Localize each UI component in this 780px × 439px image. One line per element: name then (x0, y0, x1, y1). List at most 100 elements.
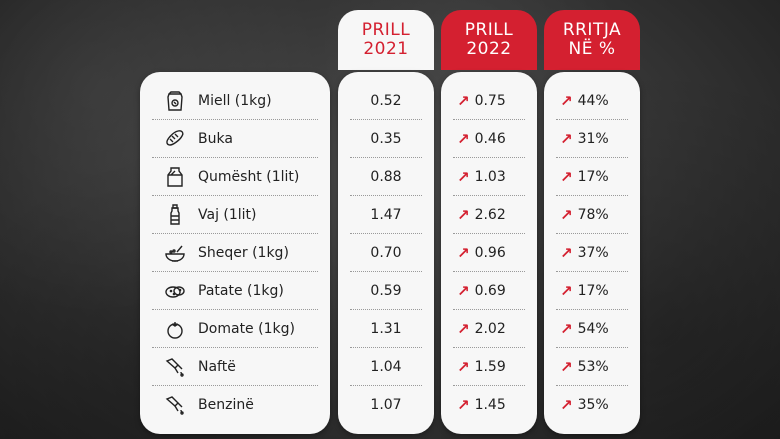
product-name: Vaj (1lit) (198, 207, 257, 223)
header-pct-line2: NË % (568, 39, 616, 59)
increase-percent-value: 44% (577, 93, 609, 109)
price-2022-value: 0.69 (474, 283, 506, 299)
price-2021: 1.47 (338, 196, 434, 234)
header-2022-line1: PRILL (464, 20, 514, 40)
increase-percent-value: 78% (577, 207, 609, 223)
milk-carton-icon (162, 164, 188, 190)
prices-2022-panel: ↗ 0.75 ↗ 0.46 ↗ 1.03 ↗ 2.62 ↗ 0.96 ↗ 0.69 ↗ 2.02 ↗ 1.59… (441, 72, 537, 434)
arrow-up-right-icon: ↗ (560, 396, 573, 414)
price-2021-value: 1.31 (370, 321, 402, 337)
fuel-nozzle-icon (162, 392, 188, 418)
increase-percent: ↗ 37% (544, 234, 640, 272)
price-2022: ↗ 1.03 (441, 158, 537, 196)
product-name: Qumësht (1lit) (198, 169, 300, 185)
arrow-up-right-icon: ↗ (457, 130, 470, 148)
arrow-up-right-icon: ↗ (457, 206, 470, 224)
increase-percent-panel: ↗ 44% ↗ 31% ↗ 17% ↗ 78% ↗ 37% ↗ 17% ↗ 54% ↗ 53% ↗ 35% (544, 72, 640, 434)
price-2021-value: 1.07 (370, 397, 402, 413)
price-2021-value: 0.35 (370, 131, 402, 147)
price-2022: ↗ 0.96 (441, 234, 537, 272)
price-2021: 0.52 (338, 82, 434, 120)
increase-percent: ↗ 17% (544, 272, 640, 310)
product-name: Benzinë (198, 397, 254, 413)
price-2022-value: 1.03 (474, 169, 506, 185)
price-2021-value: 0.70 (370, 245, 402, 261)
price-2022: ↗ 1.59 (441, 348, 537, 386)
increase-percent: ↗ 35% (544, 386, 640, 424)
oil-bottle-icon (162, 202, 188, 228)
increase-percent-value: 53% (577, 359, 609, 375)
arrow-up-right-icon: ↗ (457, 168, 470, 186)
price-2021: 0.70 (338, 234, 434, 272)
product-row: Sheqer (1kg) (140, 234, 330, 272)
potato-icon (162, 278, 188, 304)
price-2022: ↗ 0.75 (441, 82, 537, 120)
price-2022-value: 2.02 (474, 321, 506, 337)
increase-percent-value: 54% (577, 321, 609, 337)
price-2022-value: 2.62 (474, 207, 506, 223)
price-2021-value: 1.04 (370, 359, 402, 375)
price-2021: 0.35 (338, 120, 434, 158)
price-2021-value: 0.88 (370, 169, 402, 185)
product-name: Sheqer (1kg) (198, 245, 289, 261)
tomato-icon (162, 316, 188, 342)
arrow-up-right-icon: ↗ (457, 244, 470, 262)
increase-percent-value: 37% (577, 245, 609, 261)
increase-percent-value: 31% (577, 131, 609, 147)
product-name: Miell (1kg) (198, 93, 272, 109)
product-row: Benzinë (140, 386, 330, 424)
bread-icon (162, 126, 188, 152)
increase-percent: ↗ 44% (544, 82, 640, 120)
price-2022-value: 1.59 (474, 359, 506, 375)
header-2021-line2: 2021 (363, 39, 409, 59)
product-name: Naftë (198, 359, 236, 375)
arrow-up-right-icon: ↗ (457, 320, 470, 338)
increase-percent-value: 35% (577, 397, 609, 413)
fuel-nozzle-icon (162, 354, 188, 380)
header-prill-2021: PRILL 2021 (338, 10, 434, 70)
increase-percent: ↗ 53% (544, 348, 640, 386)
price-2022: ↗ 0.69 (441, 272, 537, 310)
arrow-up-right-icon: ↗ (457, 396, 470, 414)
price-2021: 0.88 (338, 158, 434, 196)
arrow-up-right-icon: ↗ (560, 168, 573, 186)
product-name: Patate (1kg) (198, 283, 284, 299)
product-names-panel: Miell (1kg) Buka Qumësht (1lit) Vaj (1lit) S… (140, 72, 330, 434)
price-2021-value: 1.47 (370, 207, 402, 223)
price-2021-value: 0.59 (370, 283, 402, 299)
product-row: Qumësht (1lit) (140, 158, 330, 196)
arrow-up-right-icon: ↗ (560, 244, 573, 262)
product-row: Miell (1kg) (140, 82, 330, 120)
flour-bag-icon (162, 88, 188, 114)
price-2022: ↗ 1.45 (441, 386, 537, 424)
price-2021: 1.04 (338, 348, 434, 386)
increase-percent-value: 17% (577, 283, 609, 299)
price-2022-value: 0.75 (474, 93, 506, 109)
arrow-up-right-icon: ↗ (560, 130, 573, 148)
arrow-up-right-icon: ↗ (457, 282, 470, 300)
header-2021-line1: PRILL (361, 20, 411, 40)
header-pct-line1: RRITJA (562, 20, 622, 40)
arrow-up-right-icon: ↗ (560, 282, 573, 300)
arrow-up-right-icon: ↗ (560, 206, 573, 224)
price-2022-value: 0.96 (474, 245, 506, 261)
price-2022: ↗ 2.62 (441, 196, 537, 234)
increase-percent: ↗ 78% (544, 196, 640, 234)
arrow-up-right-icon: ↗ (560, 92, 573, 110)
increase-percent: ↗ 54% (544, 310, 640, 348)
product-row: Naftë (140, 348, 330, 386)
price-2021: 0.59 (338, 272, 434, 310)
arrow-up-right-icon: ↗ (560, 358, 573, 376)
product-row: Vaj (1lit) (140, 196, 330, 234)
product-name: Domate (1kg) (198, 321, 295, 337)
price-2022: ↗ 2.02 (441, 310, 537, 348)
product-row: Buka (140, 120, 330, 158)
arrow-up-right-icon: ↗ (457, 92, 470, 110)
price-2021-value: 0.52 (370, 93, 402, 109)
price-2021: 1.31 (338, 310, 434, 348)
product-row: Domate (1kg) (140, 310, 330, 348)
arrow-up-right-icon: ↗ (457, 358, 470, 376)
increase-percent: ↗ 31% (544, 120, 640, 158)
price-2022-value: 0.46 (474, 131, 506, 147)
price-2021: 1.07 (338, 386, 434, 424)
